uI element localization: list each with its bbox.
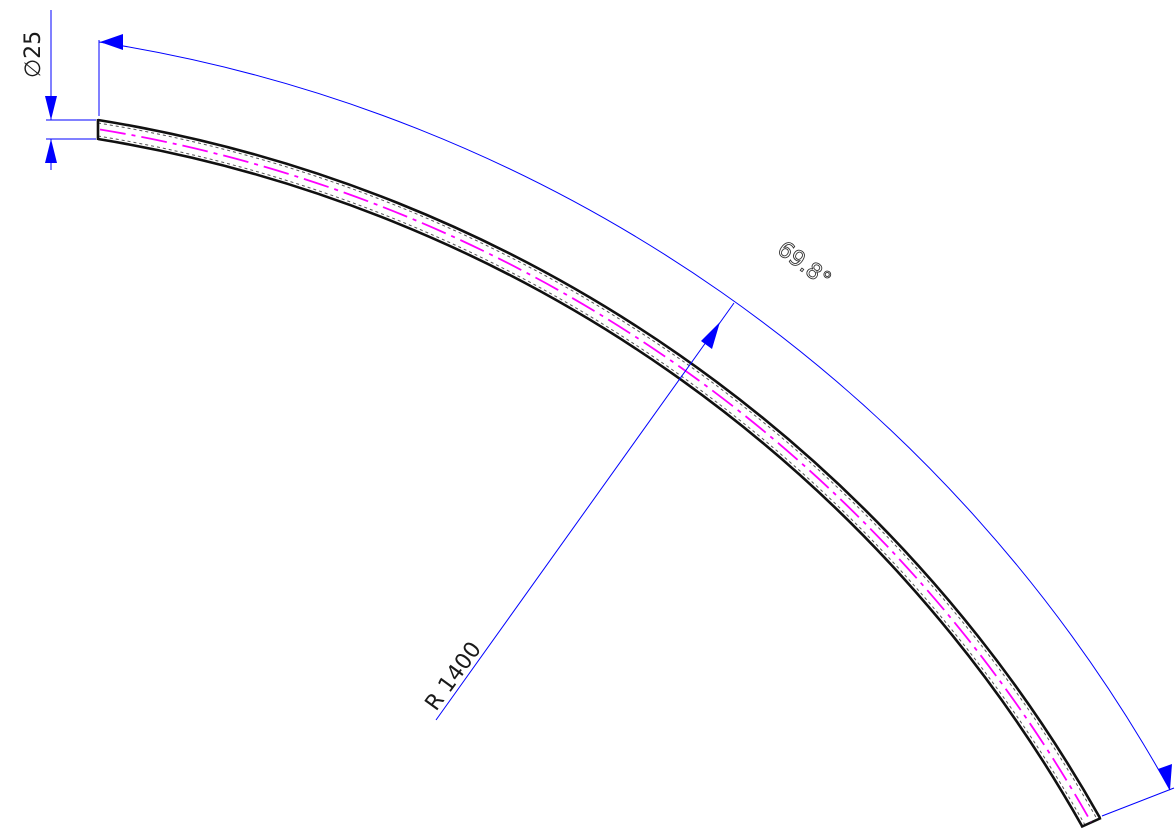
radius-leader-line <box>435 302 735 721</box>
diameter-dimension: ∅25 <box>21 10 96 170</box>
pipe-inner-edge <box>97 137 1084 827</box>
radius-arrow <box>701 322 720 349</box>
angle-extension-end <box>1101 787 1175 817</box>
radius-dimension: R 1400 <box>421 302 735 721</box>
pipe-outer-edge <box>97 118 1102 819</box>
diameter-arrow-top <box>45 96 57 120</box>
diameter-arrow-bottom <box>45 139 57 163</box>
pipe-centerline <box>99 128 1092 823</box>
pipe-outer-shading <box>97 122 1098 820</box>
radius-label: R 1400 <box>421 638 487 716</box>
angle-arrow-end <box>1158 764 1172 790</box>
pipe-inner-shading <box>97 135 1086 826</box>
angle-dimension-arc <box>98 41 1171 791</box>
diameter-label: ∅25 <box>21 31 46 78</box>
pipe-end-cap <box>1080 816 1102 829</box>
bent-pipe <box>96 118 1102 829</box>
angle-arrow-start <box>100 34 123 50</box>
angle-label: 69.8° <box>772 237 835 293</box>
